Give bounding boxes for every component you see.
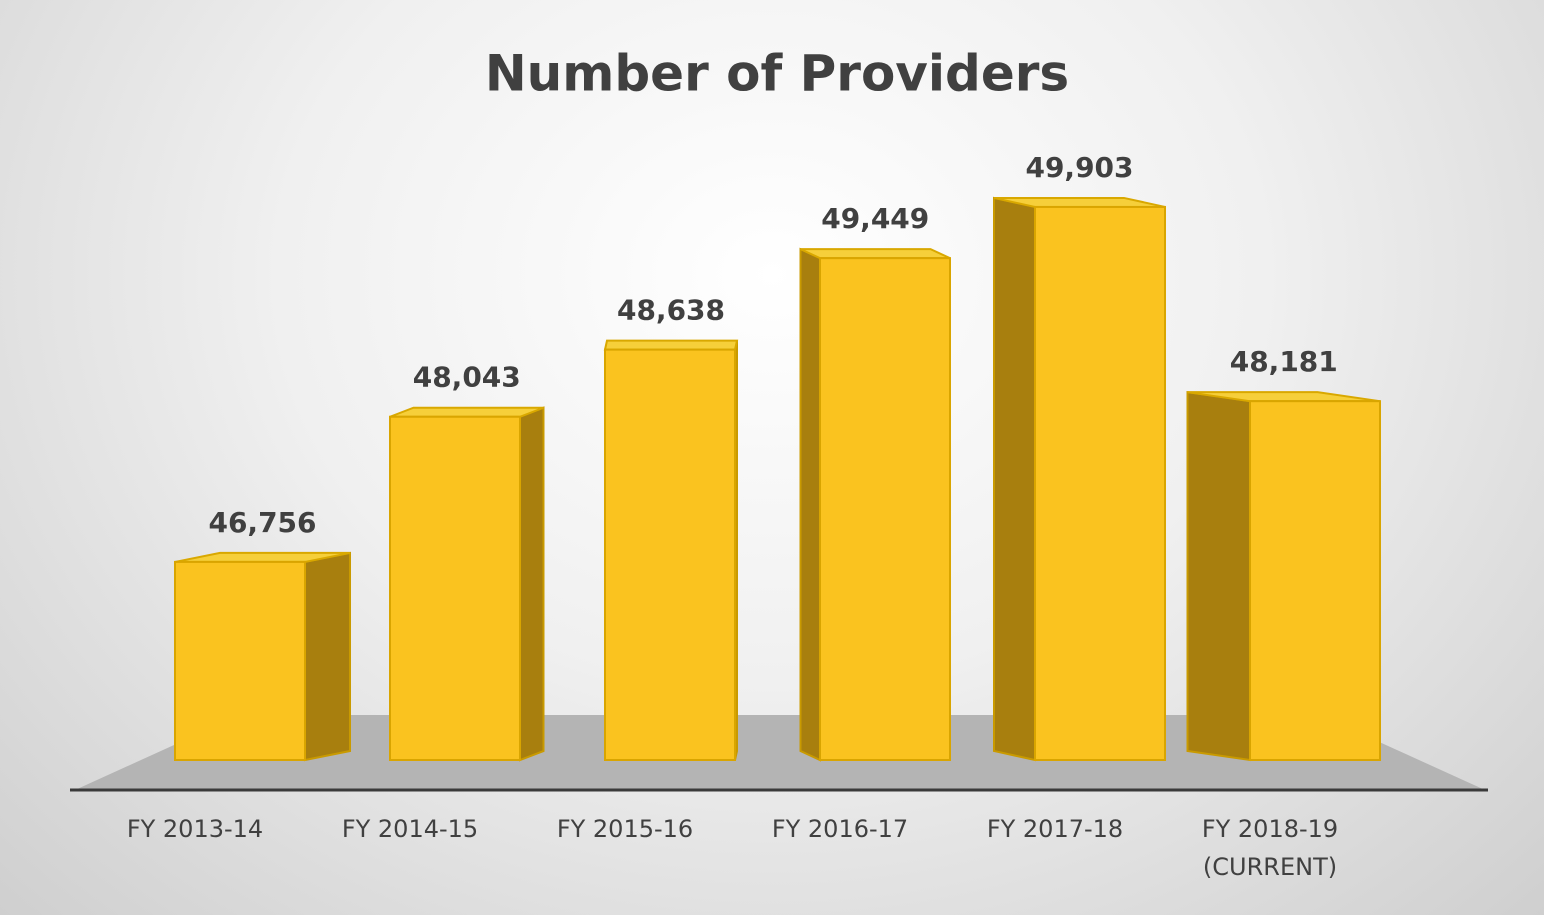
bar-top (800, 248, 951, 260)
chart-title: Number of Providers (485, 45, 1069, 103)
value-label: 48,638 (617, 294, 725, 327)
x-tick-label: FY 2015-16 (556, 815, 694, 843)
value-label: 49,449 (821, 202, 929, 235)
value-label: 49,903 (1025, 151, 1133, 184)
bar-side (993, 196, 1036, 762)
bar-side (304, 551, 351, 762)
bar-side (519, 406, 545, 762)
x-tick-label: FY 2014-15 (341, 815, 479, 843)
value-label: 46,756 (208, 506, 316, 539)
bar (389, 415, 521, 761)
bar (1034, 205, 1166, 762)
bar (1249, 400, 1381, 761)
bar-top (603, 339, 739, 351)
value-label: 48,181 (1230, 345, 1338, 378)
bar (604, 348, 736, 761)
value-label: 48,043 (413, 361, 521, 394)
bar (174, 560, 306, 762)
x-tick-label: FY 2016-17 (771, 815, 909, 843)
x-tick-label: FY 2018-19 (CURRENT) (1201, 815, 1339, 881)
bar-side (799, 247, 821, 762)
bar (819, 257, 951, 761)
bar-side (1186, 391, 1251, 762)
bar-top (389, 406, 544, 418)
x-tick-label: FY 2017-18 (986, 815, 1124, 843)
x-tick-label: FY 2013-14 (126, 815, 264, 843)
